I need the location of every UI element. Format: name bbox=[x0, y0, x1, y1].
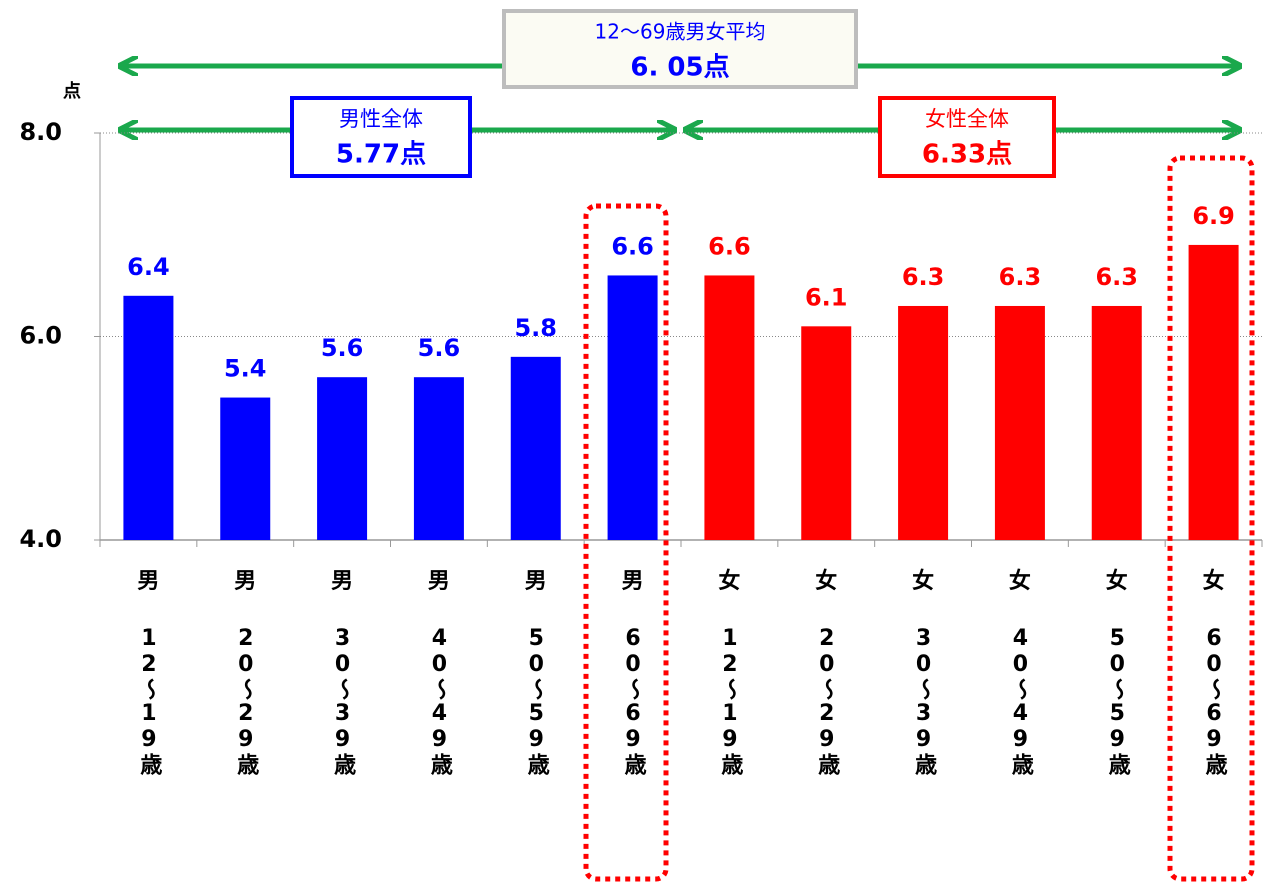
bar bbox=[1188, 244, 1239, 541]
value-label: 5.4 bbox=[224, 355, 267, 383]
y-tick-label: 4.0 bbox=[19, 525, 62, 553]
x-tick-label: 女 bbox=[912, 568, 934, 594]
y-tick-label: 8.0 bbox=[19, 118, 62, 146]
value-label: 6.4 bbox=[127, 253, 170, 281]
bar bbox=[510, 356, 561, 540]
value-label: 6.3 bbox=[999, 263, 1042, 291]
female-box bbox=[878, 96, 1056, 178]
overall-value: 6. 05点 bbox=[630, 52, 729, 83]
bar bbox=[1091, 305, 1142, 540]
female-value: 6.33点 bbox=[922, 139, 1012, 170]
value-label: 6.6 bbox=[708, 232, 751, 260]
bar bbox=[123, 295, 174, 540]
x-sub-label: 60〜69歳 bbox=[1202, 626, 1228, 776]
x-tick-label: 男 bbox=[622, 569, 644, 594]
male-value: 5.77点 bbox=[336, 139, 426, 170]
value-label: 6.1 bbox=[805, 283, 848, 311]
x-sub-label: 50〜59歳 bbox=[1105, 626, 1131, 776]
highlight-box bbox=[583, 203, 669, 882]
x-sub-label: 40〜49歳 bbox=[1008, 626, 1034, 776]
x-tick-label: 女 bbox=[718, 568, 740, 594]
bar bbox=[220, 397, 271, 540]
overall-title: 12〜69歳男女平均 bbox=[595, 20, 766, 44]
x-tick-label: 男 bbox=[137, 569, 159, 594]
x-sub-label: 30〜39歳 bbox=[911, 626, 937, 776]
x-sub-label: 20〜29歳 bbox=[814, 626, 840, 776]
x-tick-label: 男 bbox=[234, 569, 256, 594]
x-sub-label: 12〜19歳 bbox=[136, 626, 162, 776]
female-title: 女性全体 bbox=[925, 107, 1009, 131]
x-sub-label: 12〜19歳 bbox=[717, 626, 743, 776]
bar bbox=[607, 275, 658, 540]
value-label: 5.6 bbox=[321, 334, 364, 362]
value-label: 5.6 bbox=[418, 334, 461, 362]
bar bbox=[413, 377, 464, 540]
x-sub-label: 40〜49歳 bbox=[427, 626, 453, 776]
value-label: 6.6 bbox=[611, 232, 654, 260]
value-label: 5.8 bbox=[514, 314, 557, 342]
x-tick-label: 女 bbox=[1203, 568, 1225, 594]
x-tick-label: 女 bbox=[1106, 568, 1128, 594]
bar bbox=[801, 326, 852, 540]
value-label: 6.9 bbox=[1192, 202, 1235, 230]
bar bbox=[898, 305, 949, 540]
x-tick-label: 男 bbox=[331, 569, 353, 594]
x-sub-label: 20〜29歳 bbox=[233, 626, 259, 776]
bar bbox=[317, 377, 368, 540]
bar bbox=[994, 305, 1045, 540]
y-unit: 点 bbox=[63, 80, 81, 102]
x-tick-label: 女 bbox=[1009, 568, 1031, 594]
overall-box bbox=[502, 9, 858, 89]
x-sub-label: 50〜59歳 bbox=[524, 626, 550, 776]
value-label: 6.3 bbox=[902, 263, 945, 291]
x-sub-label: 60〜69歳 bbox=[621, 626, 647, 776]
highlight-box bbox=[1167, 155, 1255, 882]
bar bbox=[704, 275, 755, 540]
male-title: 男性全体 bbox=[339, 107, 423, 131]
x-tick-label: 男 bbox=[428, 569, 450, 594]
value-label: 6.3 bbox=[1095, 263, 1138, 291]
x-sub-label: 30〜39歳 bbox=[330, 626, 356, 776]
x-tick-label: 女 bbox=[815, 568, 837, 594]
male-box bbox=[290, 96, 472, 178]
x-tick-label: 男 bbox=[525, 569, 547, 594]
y-tick-label: 6.0 bbox=[19, 322, 62, 350]
plot: 4.0 6.0 8.0 男 12〜19歳 6.4 男 20〜29歳 5.4 男 30〜39歳 5.6 男… bbox=[19, 118, 1263, 776]
